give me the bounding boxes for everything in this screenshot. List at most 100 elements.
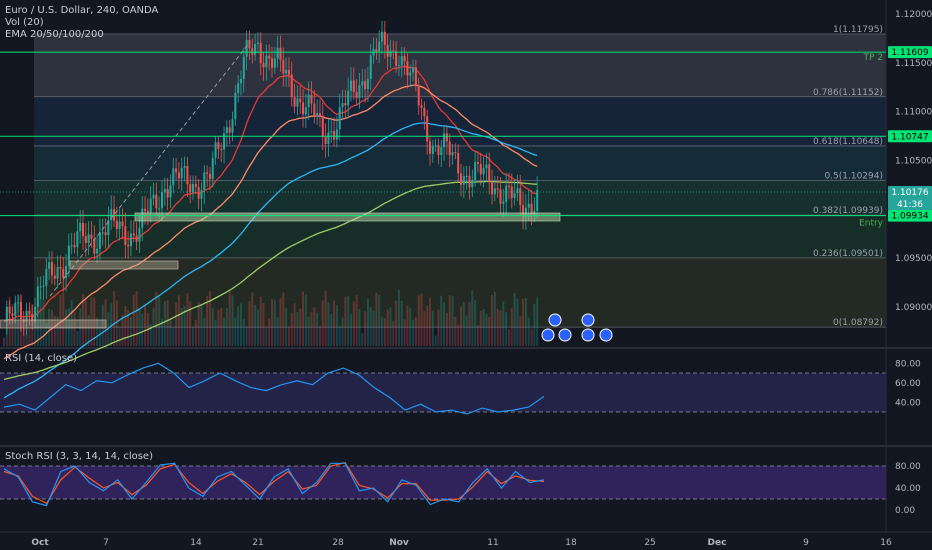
fib-zone — [34, 145, 886, 181]
stoch-y-tick: 80.00 — [895, 462, 921, 472]
candle-body — [206, 172, 209, 174]
price-tag-text: 1.11609 — [891, 48, 928, 58]
candle-body — [59, 266, 62, 269]
volume-bar — [214, 320, 217, 346]
volume-bar — [45, 323, 48, 346]
volume-bar — [124, 306, 127, 346]
volume-bar — [482, 308, 485, 346]
candle-body — [485, 164, 488, 169]
candle-body — [437, 145, 440, 155]
volume-bar — [451, 296, 454, 346]
candle-body — [364, 81, 367, 90]
candle-body — [211, 157, 214, 179]
volume-bar — [471, 290, 474, 346]
candle-body — [5, 306, 8, 322]
candle-body — [287, 69, 290, 75]
candle-body — [502, 201, 505, 204]
y-tick-label: 1.12000 — [895, 10, 932, 20]
candle-body — [8, 306, 11, 314]
ema-100-line — [3, 122, 538, 399]
volume-bar — [349, 313, 353, 346]
candle-body — [183, 166, 186, 168]
candle-body — [62, 268, 65, 278]
candle-body — [169, 185, 172, 198]
volume-bar — [383, 317, 386, 346]
volume-bar — [48, 308, 51, 346]
volume-bar — [217, 309, 220, 346]
candle-body — [56, 266, 59, 279]
candle-body — [420, 105, 423, 108]
candle-body — [271, 58, 274, 68]
volume-bar — [53, 315, 56, 346]
volume-bar — [445, 312, 448, 346]
candle-body — [138, 227, 141, 242]
volume-bar — [101, 304, 104, 346]
candle-body — [417, 84, 420, 106]
volume-bar — [67, 308, 70, 346]
candle-body — [347, 90, 350, 106]
volume-bar — [378, 294, 381, 346]
x-tick-label: 11 — [487, 538, 498, 548]
candle-body — [177, 172, 180, 179]
volume-bar — [381, 316, 384, 346]
candle-body — [42, 285, 45, 287]
economic-event-icon — [548, 313, 562, 327]
candle-body — [307, 94, 310, 108]
ema-50-line — [3, 84, 538, 360]
price-tag-text: 1.09934 — [891, 212, 928, 222]
ema-20-line — [3, 65, 538, 322]
rsi-y-tick: 40.00 — [895, 398, 921, 408]
candle-body — [440, 147, 443, 155]
volume-bar — [536, 297, 539, 346]
volume-bar — [344, 296, 347, 346]
candle-body — [160, 192, 163, 209]
candle-body — [197, 186, 200, 199]
candle-body — [25, 310, 28, 322]
candle-body — [397, 65, 400, 67]
x-tick-label: 7 — [103, 538, 109, 548]
volume-bar — [476, 325, 479, 346]
volume-bar — [36, 301, 39, 346]
volume-bar — [87, 314, 90, 346]
candle-body — [285, 69, 288, 74]
volume-bar — [355, 294, 358, 346]
candle-body — [344, 103, 347, 106]
candle-body — [239, 78, 242, 84]
stoch-k-line — [3, 462, 545, 507]
volume-bar — [533, 303, 536, 346]
rsi-line — [3, 362, 545, 415]
fib-level-label: 0.382(1.09939) — [813, 206, 883, 216]
rsi-y-tick: 60.00 — [895, 379, 921, 389]
volume-bar — [493, 291, 496, 346]
volume-bar — [189, 301, 192, 346]
candle-body — [73, 245, 76, 248]
candle-body — [536, 189, 539, 211]
candle-body — [293, 97, 296, 107]
candle-body — [349, 80, 353, 91]
volume-bar — [113, 291, 116, 346]
candle-body — [152, 194, 155, 199]
volume-bar — [110, 303, 113, 346]
candle-body — [383, 31, 386, 45]
volume-bar — [268, 318, 271, 346]
volume-bar — [225, 307, 228, 346]
volume-bar — [440, 295, 443, 346]
volume-bar — [158, 297, 161, 346]
x-tick-label: 18 — [565, 538, 577, 548]
candle-body — [299, 98, 302, 103]
candle-body — [395, 50, 398, 66]
candle-body — [276, 47, 279, 59]
candle-body — [166, 189, 169, 198]
price-tag-bg — [888, 209, 932, 222]
x-tick-label: Dec — [708, 538, 727, 548]
candle-body — [76, 231, 79, 248]
rsi-y-tick: 80.00 — [895, 359, 921, 369]
economic-event-icon — [541, 328, 555, 342]
volume-bar — [499, 310, 502, 346]
level-label: TP 2 — [862, 53, 883, 63]
candle-body — [406, 61, 409, 76]
fib-level-label: 1(1.11795) — [833, 25, 883, 35]
volume-bar — [392, 320, 395, 346]
